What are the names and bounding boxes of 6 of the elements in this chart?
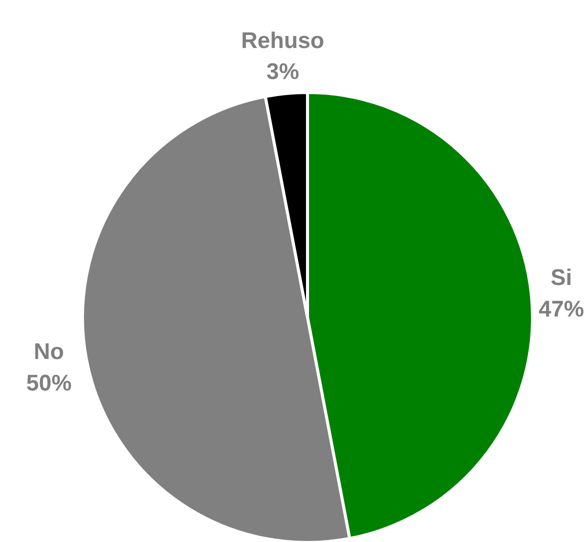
data-label: 47% — [538, 295, 584, 322]
data-label: 50% — [26, 369, 72, 396]
slice-label: Rehuso — [241, 26, 324, 53]
slice-label: No — [34, 338, 64, 364]
slice-label: Si — [550, 264, 572, 290]
data-label: 3% — [266, 58, 300, 84]
